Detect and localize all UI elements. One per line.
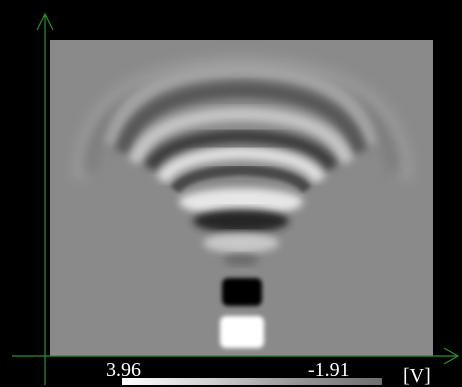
x-axis-arrow-icon [443, 347, 460, 365]
colorbar-unit-label: [V] [403, 365, 431, 387]
colorbar-max-label: 3.96 [106, 359, 141, 381]
y-axis-arrow-icon [36, 12, 54, 31]
interference-pattern [73, 54, 413, 348]
colorbar [122, 378, 382, 385]
image-plot[interactable] [50, 40, 433, 356]
colorbar-min-label: -1.91 [308, 359, 350, 381]
